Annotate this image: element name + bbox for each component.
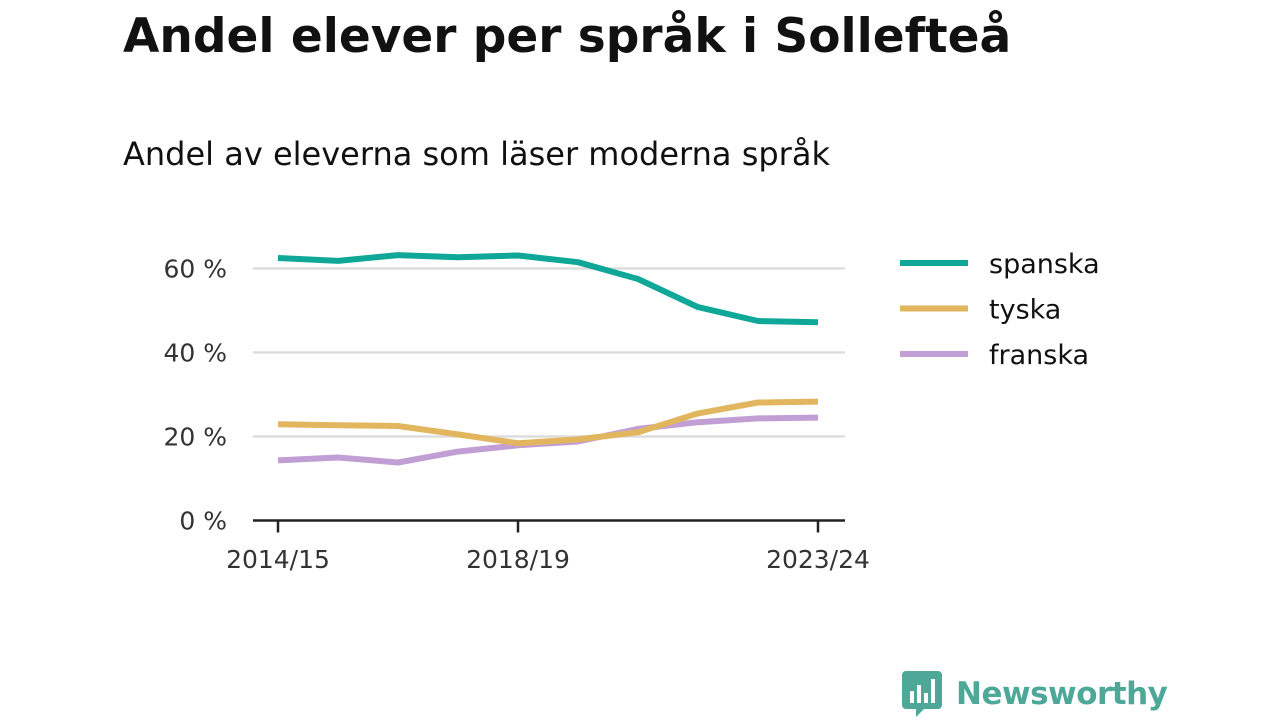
y-tick-label: 60 % [163, 255, 227, 284]
chart-subtitle: Andel av eleverna som läser moderna språ… [123, 135, 830, 173]
axes: 0 % 20 % 40 % 60 % 2014/15 2018/19 2023/24 [163, 255, 869, 575]
gridlines [253, 267, 845, 438]
series-lines [277, 252, 819, 466]
legend-label-franska: franska [989, 340, 1089, 371]
series-line-tyska [277, 398, 819, 447]
x-tick-label: 2014/15 [226, 545, 330, 574]
newsworthy-logo-icon [902, 671, 942, 717]
legend-label-spanska: spanska [989, 249, 1100, 280]
chart-title: Andel elever per språk i Sollefteå [123, 9, 1012, 64]
series-line-spanska [277, 252, 819, 326]
newsworthy-logo-text: Newsworthy [956, 676, 1168, 712]
line-chart: 0 % 20 % 40 % 60 % 2014/15 2018/19 2023/24 spa… [163, 249, 1100, 575]
legend: spanska tyska franska [900, 249, 1100, 371]
y-tick-label: 20 % [163, 423, 227, 452]
x-tick-label: 2023/24 [766, 545, 870, 574]
y-tick-label: 40 % [163, 339, 227, 368]
y-tick-label: 0 % [179, 507, 227, 536]
newsworthy-logo: Newsworthy [902, 671, 1168, 717]
legend-label-tyska: tyska [989, 295, 1061, 326]
x-tick-label: 2018/19 [466, 545, 570, 574]
